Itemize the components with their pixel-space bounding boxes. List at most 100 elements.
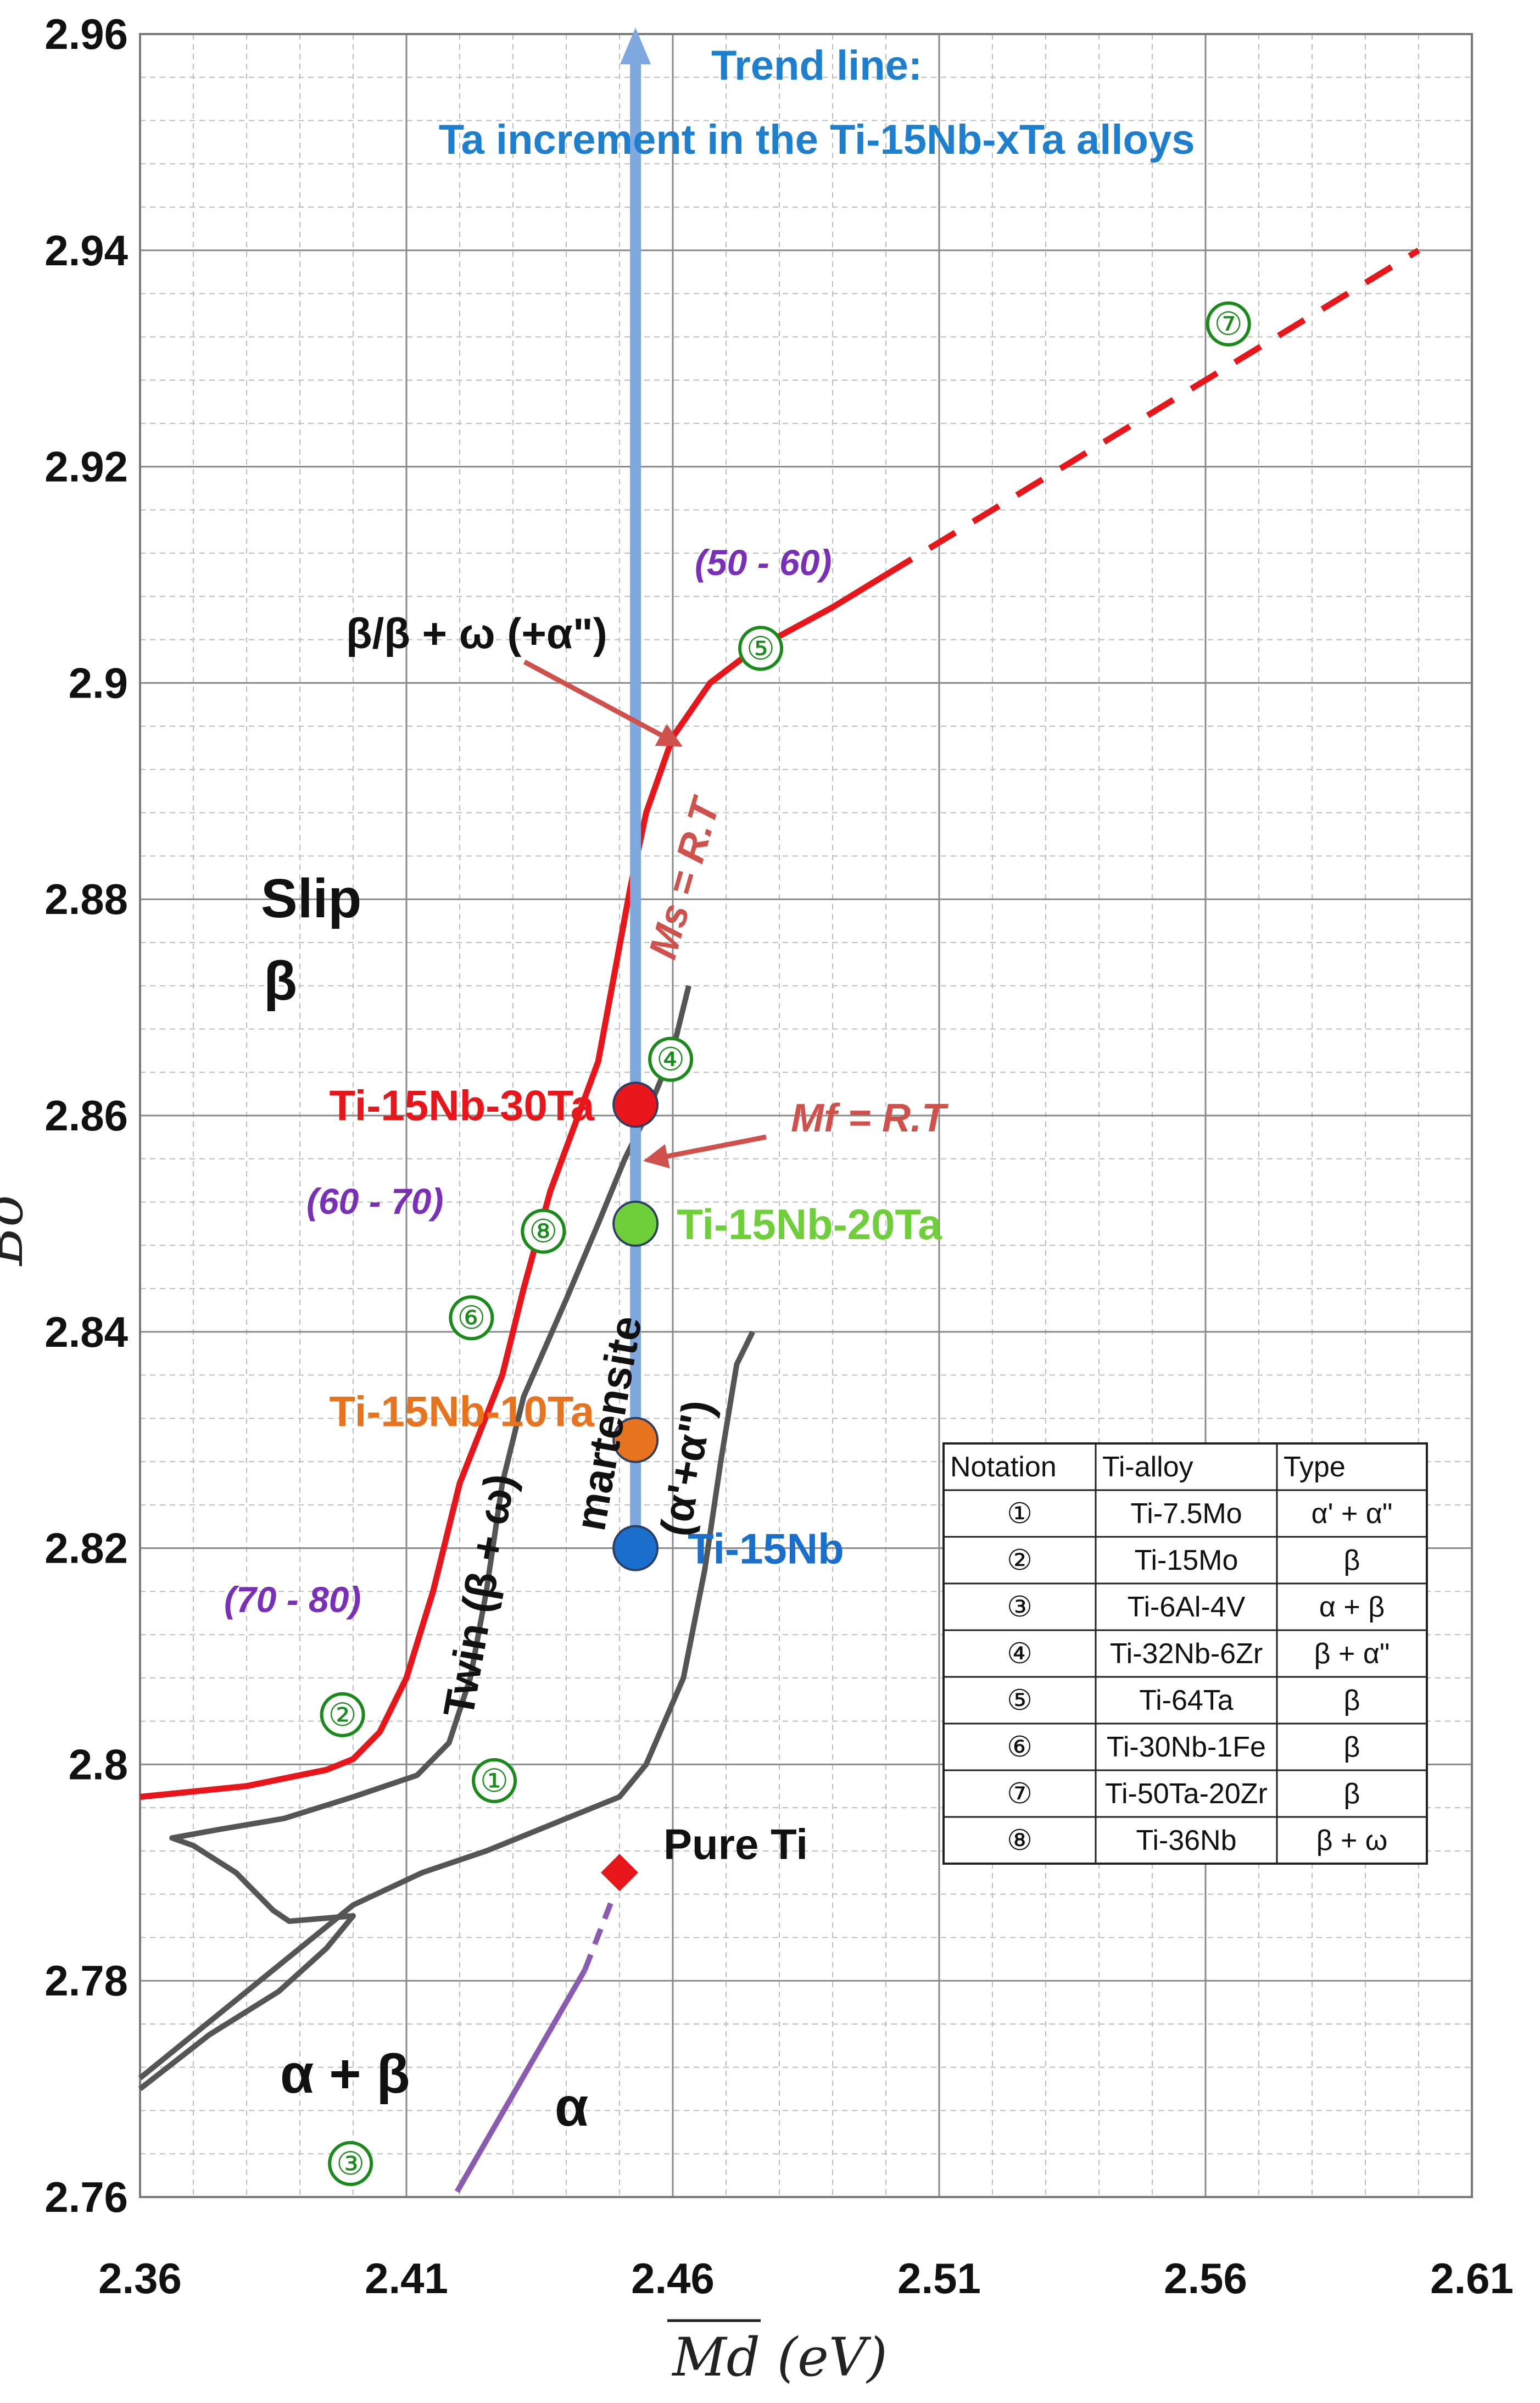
alpha-extrapolated-line	[582, 1893, 617, 1971]
alpha-label: α	[555, 2076, 588, 2138]
twin-label: Twin (β + ω)	[434, 1470, 524, 1721]
mf-label: Mf = R.T	[791, 1096, 949, 1140]
beta-omega-alpha-label: β/β + ω (+α")	[346, 609, 607, 657]
numbered-marker-ring	[648, 1036, 694, 1082]
mf-arrow	[643, 1134, 767, 1169]
table-cell: Ti-30Nb-1Fe	[1107, 1731, 1266, 1763]
numbered-marker-label: ⑥	[457, 1299, 486, 1336]
numbered-marker-label: ⑤	[746, 629, 775, 667]
numbered-marker-label: ③	[336, 2145, 365, 2182]
beta-label: β	[264, 950, 297, 1012]
table-header-cell: Ti-alloy	[1102, 1451, 1193, 1483]
numbered-marker-ring	[738, 626, 784, 671]
table-cell: ①	[1007, 1498, 1033, 1530]
table-cell: ⑧	[1007, 1825, 1033, 1856]
notation-table: Notation Ti-alloy Type ① Ti-7.5Mo α' + α" ② Ti-…	[942, 1442, 1428, 1865]
numbered-marker-ring	[1206, 301, 1251, 347]
y-axis-title: Bo	[0, 1195, 35, 1267]
y-tick-label: 2.86	[44, 1091, 128, 1140]
range-label-70-80: (70 - 80)	[224, 1579, 361, 1620]
table-cell: Ti-50Ta-20Zr	[1105, 1778, 1268, 1810]
table-header-cell: Notation	[950, 1451, 1057, 1483]
table-cell: ⑦	[1007, 1778, 1033, 1810]
range-label-60-70: (60 - 70)	[306, 1181, 443, 1222]
plot-frame	[139, 33, 1473, 2198]
y-tick-label: 2.92	[44, 443, 128, 491]
ms-extrapolated-line	[884, 248, 1420, 578]
alloy-point-ti-15nb-10ta	[612, 1417, 659, 1463]
table-cell: ②	[1007, 1545, 1033, 1576]
slip-label: Slip	[261, 868, 361, 929]
numbered-marker-label: ④	[656, 1041, 685, 1078]
table-cell: β + ω	[1316, 1825, 1388, 1856]
table-cell: ⑤	[1007, 1685, 1033, 1716]
x-tick-label: 2.56	[1164, 2254, 1247, 2302]
trend-line-title: Trend line:	[711, 42, 922, 89]
trend-arrow-head	[620, 27, 651, 64]
y-tick-label: 2.82	[44, 1524, 128, 1573]
alloy-point-ti-15nb-30ta	[612, 1081, 659, 1128]
alloy-label: Ti-15Nb-20Ta	[677, 1200, 942, 1248]
trend-line	[620, 27, 651, 1548]
table-cell: Ti-32Nb-6Zr	[1110, 1638, 1263, 1670]
chart-labels: Ti-15Nb Ti-15Nb-10Ta Ti-15Nb-20Ta Ti-15Nb-3…	[224, 42, 1251, 2322]
x-tick-label: 2.41	[365, 2254, 448, 2302]
numbered-marker-label: ⑧	[529, 1213, 557, 1250]
tick-labels: 2.36 2.41 2.46 2.51 2.56 2.61 2.76 2.78 2.8 2.82 2…	[44, 10, 1514, 2302]
y-tick-label: 2.8	[69, 1740, 128, 1788]
numbered-marker-ring	[328, 2140, 373, 2186]
table-cell: β	[1344, 1545, 1360, 1576]
numbered-marker-ring	[320, 1692, 365, 1737]
x-tick-label: 2.61	[1430, 2254, 1514, 2302]
trend-line-subtitle: Ta increment in the Ti-15Nb-xTa alloys	[439, 116, 1195, 163]
table-cell: ③	[1007, 1591, 1033, 1623]
y-tick-label: 2.78	[44, 1956, 128, 2005]
alpha-beta-label: α + β	[280, 2043, 410, 2105]
table-header-cell: Type	[1284, 1451, 1346, 1483]
numbered-marker-label: ②	[328, 1696, 357, 1733]
numbered-marker-ring	[472, 1758, 517, 1803]
numbered-marker-ring	[449, 1295, 494, 1341]
phase-boundaries	[138, 248, 1420, 2193]
pure-ti-label: Pure Ti	[663, 1820, 808, 1868]
y-tick-label: 2.84	[44, 1308, 128, 1356]
table-cell: Ti-6Al-4V	[1128, 1591, 1246, 1623]
beta-omega-arrow	[523, 660, 683, 747]
y-tick-label: 2.9	[69, 659, 128, 707]
table-cell: Ti-15Mo	[1135, 1545, 1238, 1576]
numbered-marker-label: ①	[480, 1762, 509, 1799]
table-cell: ④	[1007, 1638, 1033, 1670]
alloy-label: Ti-15Nb-10Ta	[330, 1387, 595, 1436]
pure-ti-point	[601, 1854, 638, 1892]
table-cell: ⑥	[1007, 1731, 1033, 1763]
alloy-label: Ti-15Nb-30Ta	[330, 1081, 595, 1129]
table-cell: Ti-7.5Mo	[1130, 1498, 1242, 1530]
mf-boundary-line	[138, 1330, 755, 2081]
y-tick-label: 2.88	[44, 875, 128, 923]
twin-boundary-line	[138, 985, 691, 2092]
major-gridlines	[139, 33, 1473, 2198]
table-cell: β	[1344, 1778, 1360, 1810]
numbered-marker-label: ⑦	[1214, 305, 1243, 343]
table-cell: β	[1344, 1731, 1360, 1763]
data-points	[601, 1081, 659, 1892]
x-tick-label: 2.46	[631, 2254, 715, 2302]
y-tick-label: 2.76	[44, 2173, 128, 2221]
alloy-point-ti-15nb	[612, 1525, 659, 1571]
ms-boundary-line	[140, 572, 888, 1800]
table-cell: β	[1344, 1685, 1360, 1716]
table-cell: Ti-64Ta	[1139, 1685, 1234, 1716]
alloy-point-ti-15nb-20ta	[612, 1200, 659, 1247]
table-frame	[942, 1442, 1428, 1865]
table-cell: α + β	[1319, 1591, 1385, 1623]
range-label-50-60: (50 - 60)	[695, 542, 832, 583]
x-axis-title: Md (eV)	[671, 2327, 887, 2388]
ms-label: Ms = R.T	[640, 791, 729, 963]
table-cell: β + α"	[1314, 1638, 1390, 1670]
x-tick-label: 2.51	[897, 2254, 981, 2302]
x-tick-label: 2.36	[98, 2254, 182, 2302]
alpha-boundary-line	[454, 1969, 588, 2193]
y-tick-label: 2.94	[44, 226, 128, 275]
